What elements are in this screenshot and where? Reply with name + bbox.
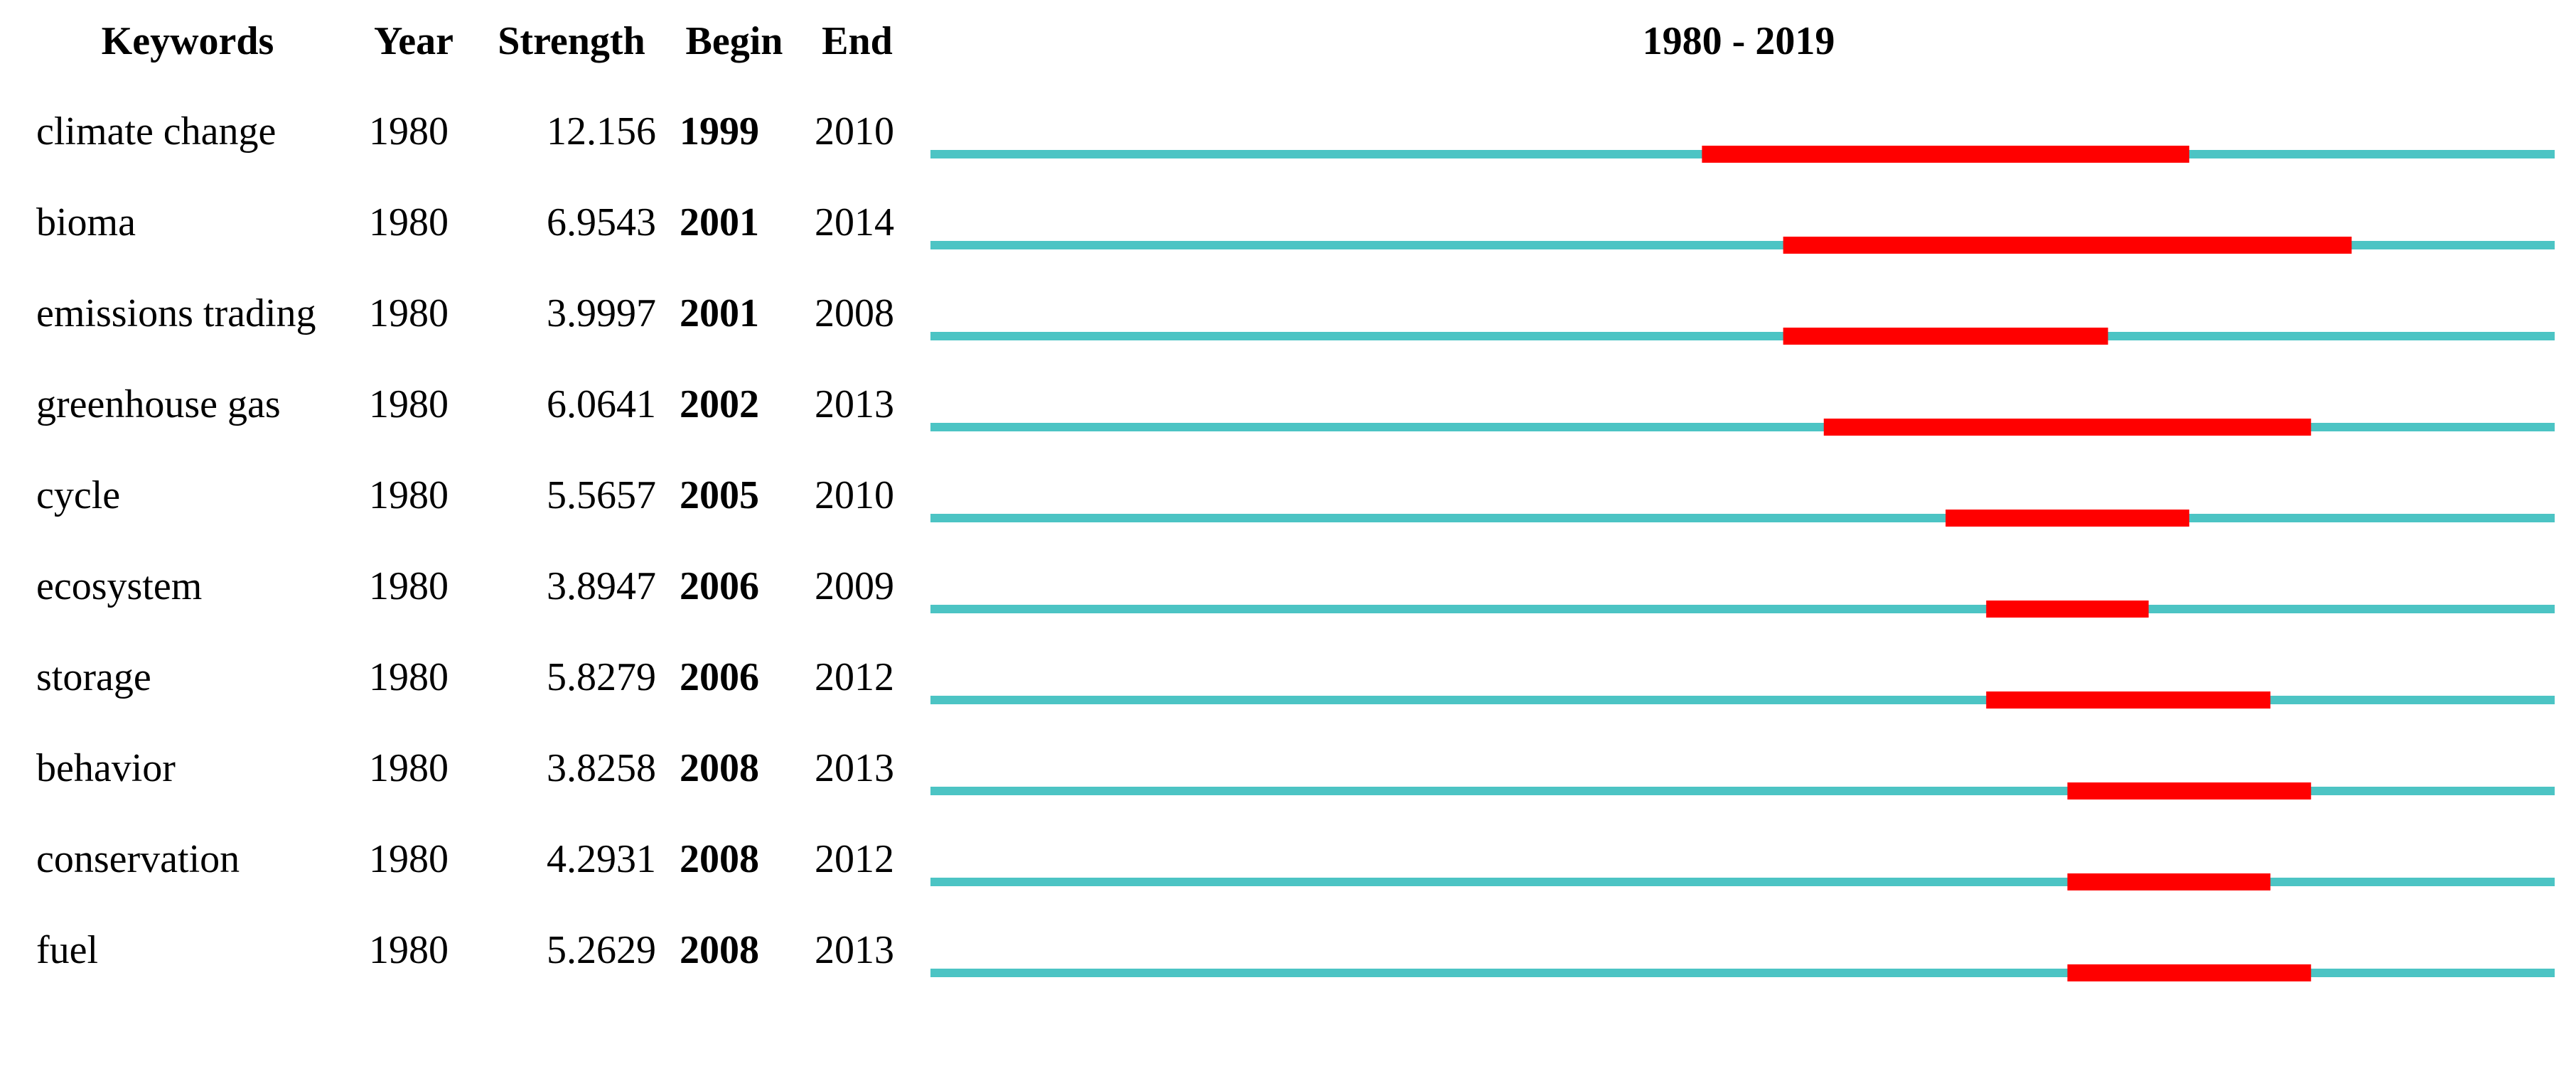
burst-bar [1783, 237, 2352, 254]
year: 1980 [369, 837, 449, 881]
strength: 3.8947 [547, 564, 656, 608]
timeline-track [930, 878, 2555, 886]
year: 1980 [369, 382, 449, 426]
end: 2009 [815, 564, 894, 608]
strength: 12.156 [547, 109, 656, 154]
header-strength: Strength [498, 19, 645, 63]
end: 2013 [815, 746, 894, 790]
keyword: ecosystem [36, 564, 202, 608]
year: 1980 [369, 109, 449, 154]
keyword: behavior [36, 746, 176, 790]
header-year: Year [374, 19, 454, 63]
burst-bar [1986, 691, 2271, 709]
strength: 5.2629 [547, 928, 656, 972]
year: 1980 [369, 928, 449, 972]
header-end: End [822, 19, 893, 63]
keyword: bioma [36, 200, 136, 244]
keyword: emissions trading [36, 291, 316, 335]
burst-bar [1783, 328, 2108, 345]
begin: 2001 [680, 200, 759, 244]
end: 2014 [815, 200, 894, 244]
burst-bar [1986, 601, 2149, 618]
strength: 4.2931 [547, 837, 656, 881]
year: 1980 [369, 291, 449, 335]
year: 1980 [369, 564, 449, 608]
begin: 2002 [680, 382, 759, 426]
burst-bar [1702, 146, 2189, 163]
keyword: climate change [36, 109, 276, 154]
year: 1980 [369, 655, 449, 699]
keyword: fuel [36, 928, 98, 972]
strength: 3.8258 [547, 746, 656, 790]
year: 1980 [369, 746, 449, 790]
begin: 2001 [680, 291, 759, 335]
keyword: cycle [36, 473, 120, 517]
begin: 2005 [680, 473, 759, 517]
keyword: greenhouse gas [36, 382, 281, 426]
timeline-track [930, 332, 2555, 340]
header-keywords: Keywords [102, 19, 274, 63]
begin: 2008 [680, 837, 759, 881]
end: 2012 [815, 837, 894, 881]
strength: 6.0641 [547, 382, 656, 426]
burst-bar [1823, 419, 2312, 436]
end: 2013 [815, 382, 894, 426]
strength: 5.8279 [547, 655, 656, 699]
strength: 5.5657 [547, 473, 656, 517]
begin: 2008 [680, 746, 759, 790]
timeline-track [930, 696, 2555, 704]
begin: 1999 [680, 109, 759, 154]
burst-bar [2067, 782, 2312, 800]
begin: 2006 [680, 564, 759, 608]
keyword: conservation [36, 837, 240, 881]
strength: 6.9543 [547, 200, 656, 244]
keyword: storage [36, 655, 151, 699]
timeline-track [930, 514, 2555, 522]
end: 2008 [815, 291, 894, 335]
burst-bar [2067, 873, 2271, 890]
end: 2012 [815, 655, 894, 699]
timeline-track [930, 605, 2555, 613]
header-begin: Begin [686, 19, 783, 63]
year: 1980 [369, 200, 449, 244]
end: 2010 [815, 473, 894, 517]
burst-bar [2067, 964, 2312, 981]
burst-bar [1946, 510, 2189, 527]
strength: 3.9997 [547, 291, 656, 335]
year: 1980 [369, 473, 449, 517]
timeline-title: 1980 - 2019 [1643, 19, 1835, 63]
begin: 2008 [680, 928, 759, 972]
end: 2013 [815, 928, 894, 972]
begin: 2006 [680, 655, 759, 699]
end: 2010 [815, 109, 894, 154]
